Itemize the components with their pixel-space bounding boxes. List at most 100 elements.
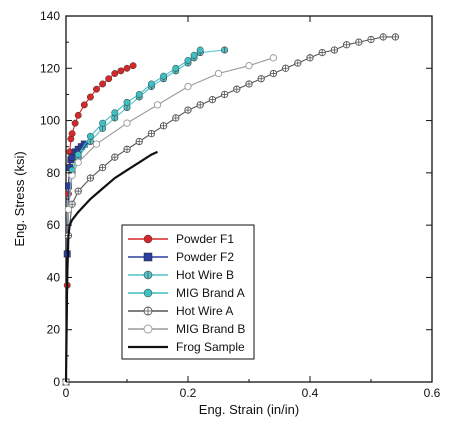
data-point (105, 75, 113, 83)
x-axis-title: Eng. Strain (in/in) (199, 402, 299, 417)
data-point (68, 130, 76, 138)
series-frog-sample (64, 150, 158, 383)
legend-marker (143, 288, 153, 298)
data-point (71, 119, 79, 127)
data-point (281, 64, 290, 72)
data-point (190, 51, 198, 59)
data-point (257, 75, 265, 83)
data-point (99, 119, 107, 127)
data-point (135, 137, 143, 146)
y-tick-label: 80 (47, 166, 61, 180)
legend-item-powder-f2: Powder F2 (128, 250, 234, 264)
data-point (221, 46, 229, 54)
data-point (64, 182, 72, 190)
data-point (196, 101, 204, 109)
y-tick-label: 20 (47, 323, 61, 337)
legend-label: Hot Wire A (176, 304, 233, 318)
data-point (196, 46, 204, 54)
data-point (160, 72, 168, 80)
data-point (74, 158, 82, 167)
data-point (391, 33, 400, 41)
data-point (68, 171, 76, 180)
legend-marker (143, 306, 153, 316)
data-point (342, 41, 351, 49)
legend-item-hot-wire-b: Hot Wire B (128, 268, 234, 282)
data-point (245, 80, 253, 88)
data-point (184, 56, 192, 64)
legend-marker (143, 270, 153, 280)
data-point (318, 48, 326, 57)
data-point (355, 38, 363, 46)
data-point (86, 132, 94, 140)
axis-ticks: 0 0.2 0.4 0.6 0 20 40 60 80 100 120 140 (40, 9, 441, 400)
data-point (172, 64, 180, 72)
data-point (117, 67, 125, 75)
data-point (147, 129, 156, 138)
data-point (269, 54, 278, 62)
data-point (64, 205, 73, 214)
y-tick-label: 120 (40, 61, 60, 75)
data-point (245, 62, 253, 70)
series-hot-wire-a (62, 33, 400, 386)
legend-label: Frog Sample (176, 340, 245, 354)
data-point (74, 151, 82, 159)
data-point (80, 140, 88, 148)
legend: Powder F1 Powder F2 Hot Wire B MIG Brand A H… (121, 224, 255, 360)
x-tick-label: 0.2 (180, 386, 197, 400)
x-tick-label: 0.4 (302, 386, 319, 400)
y-tick-label: 100 (40, 114, 60, 128)
y-tick-label: 140 (40, 9, 60, 23)
y-axis-title: Eng. Stress (ksi) (12, 151, 27, 246)
data-point (233, 85, 241, 93)
data-point (367, 35, 375, 44)
legend-marker (143, 252, 153, 262)
data-point (123, 98, 131, 106)
data-point (80, 101, 88, 109)
y-tick-label: 40 (47, 270, 61, 284)
data-point (123, 145, 131, 153)
data-point (379, 33, 387, 41)
data-point (153, 101, 162, 109)
data-point (220, 90, 229, 99)
data-point (306, 54, 314, 62)
legend-label: MIG Brand B (176, 322, 245, 336)
data-point (68, 200, 76, 208)
x-tick-label: 0.6 (424, 386, 441, 400)
data-point (269, 69, 278, 78)
series-mig-brand-b (62, 54, 278, 386)
legend-item-mig-brand-b: MIG Brand B (128, 322, 245, 336)
x-tick-label: 0 (63, 386, 70, 400)
data-point (330, 46, 339, 54)
data-point (111, 109, 119, 117)
data-point (111, 153, 119, 161)
data-point (93, 85, 100, 93)
data-point (98, 163, 107, 172)
data-point (294, 59, 302, 67)
data-point (214, 69, 223, 78)
series-line (64, 150, 158, 383)
data-point (147, 80, 155, 88)
data-point (129, 62, 137, 70)
legend-item-powder-f1: Powder F1 (128, 232, 234, 246)
data-point (123, 119, 131, 127)
legend-label: Powder F1 (176, 232, 234, 246)
data-point (135, 90, 143, 98)
data-point (74, 111, 82, 119)
data-point (184, 106, 192, 114)
data-point (208, 96, 217, 104)
y-tick-label: 60 (47, 218, 61, 232)
legend-label: Hot Wire B (176, 268, 234, 282)
legend-label: Powder F2 (176, 250, 234, 264)
data-point (92, 140, 101, 148)
legend-marker (143, 234, 153, 244)
legend-item-mig-brand-a: MIG Brand A (128, 286, 245, 300)
data-point (86, 174, 95, 182)
data-point (74, 187, 82, 195)
legend-marker (143, 324, 153, 334)
data-point (184, 82, 192, 91)
data-point (172, 114, 180, 122)
series-curves (62, 33, 400, 386)
data-point (99, 80, 107, 88)
data-point (86, 93, 94, 101)
